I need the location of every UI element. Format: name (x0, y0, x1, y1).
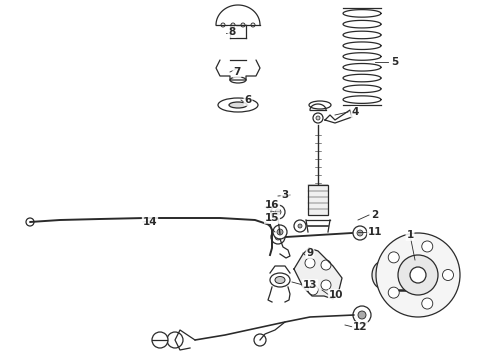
Ellipse shape (309, 101, 331, 109)
Circle shape (241, 23, 245, 27)
Circle shape (277, 229, 283, 235)
Circle shape (442, 270, 454, 280)
Circle shape (152, 332, 168, 348)
Circle shape (353, 226, 367, 240)
Text: 5: 5 (392, 57, 399, 67)
Text: 9: 9 (306, 248, 314, 258)
Circle shape (388, 252, 399, 263)
Circle shape (275, 234, 281, 240)
Circle shape (357, 230, 363, 236)
Ellipse shape (378, 268, 388, 282)
Text: 13: 13 (303, 280, 317, 290)
Circle shape (398, 255, 438, 295)
Text: 4: 4 (351, 107, 359, 117)
Text: 3: 3 (281, 190, 289, 200)
Circle shape (321, 260, 331, 270)
Text: 2: 2 (371, 210, 379, 220)
Circle shape (388, 287, 399, 298)
Circle shape (384, 283, 398, 297)
Circle shape (167, 332, 183, 348)
Circle shape (275, 209, 281, 215)
Circle shape (358, 311, 366, 319)
Circle shape (313, 113, 323, 123)
Text: 16: 16 (265, 200, 279, 210)
Circle shape (308, 285, 318, 295)
Text: 8: 8 (228, 27, 236, 37)
Circle shape (231, 23, 235, 27)
Ellipse shape (372, 261, 394, 289)
Polygon shape (294, 248, 342, 299)
Circle shape (273, 225, 287, 239)
Circle shape (26, 218, 34, 226)
Text: 1: 1 (406, 230, 414, 240)
Circle shape (271, 230, 285, 244)
Circle shape (321, 280, 331, 290)
Text: 14: 14 (143, 217, 157, 227)
Circle shape (353, 306, 371, 324)
Text: 11: 11 (368, 227, 382, 237)
Circle shape (422, 241, 433, 252)
Text: 12: 12 (353, 322, 367, 332)
Circle shape (298, 224, 302, 228)
Circle shape (305, 258, 315, 268)
Ellipse shape (270, 273, 290, 287)
Bar (308, 185, 328, 215)
Circle shape (422, 298, 433, 309)
Circle shape (410, 267, 426, 283)
Circle shape (294, 220, 306, 232)
Circle shape (254, 334, 266, 346)
Circle shape (251, 23, 255, 27)
Text: 10: 10 (329, 290, 343, 300)
Circle shape (271, 205, 285, 219)
Polygon shape (325, 110, 352, 123)
Text: 6: 6 (245, 95, 252, 105)
Ellipse shape (229, 102, 247, 108)
Ellipse shape (218, 98, 258, 112)
Ellipse shape (275, 276, 285, 284)
Circle shape (376, 233, 460, 317)
Text: 7: 7 (233, 67, 241, 77)
Circle shape (221, 23, 225, 27)
Text: 15: 15 (265, 213, 279, 223)
Circle shape (316, 116, 320, 120)
